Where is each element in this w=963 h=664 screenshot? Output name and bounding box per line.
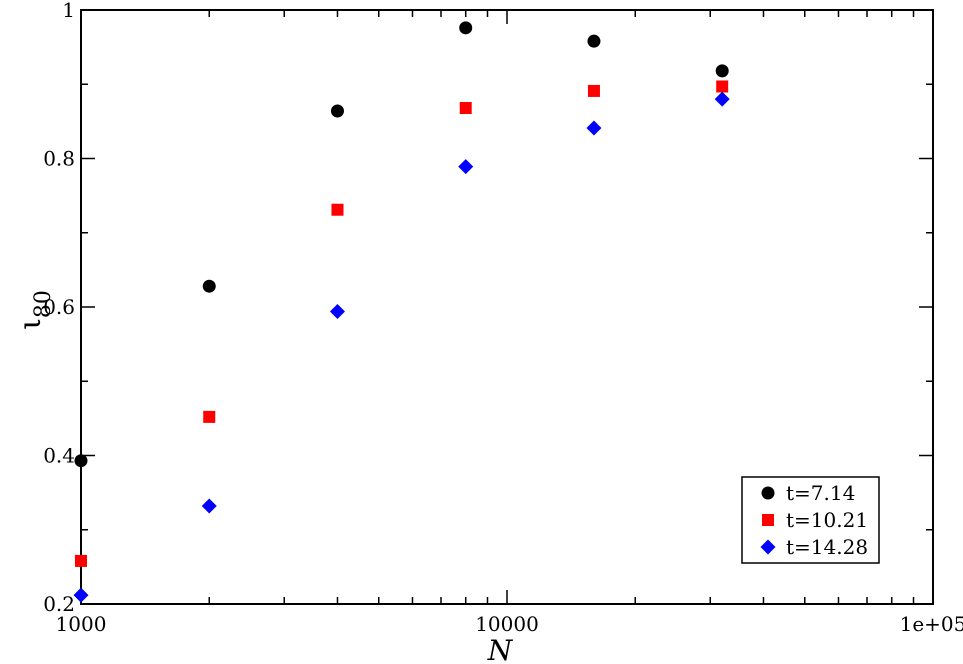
x-axis-title: N <box>487 634 514 664</box>
data-point-diamond <box>201 498 217 514</box>
legend: t=7.14 t=10.21 t=14.28 <box>741 476 880 564</box>
data-point-square <box>459 102 472 115</box>
data-point-square <box>331 203 344 216</box>
data-point-diamond <box>73 587 89 603</box>
tick-labels: 1000 10000 1e+05 0.2 0.4 0.6 0.8 1 <box>43 0 963 636</box>
y-axis-title: ι80 <box>13 290 56 330</box>
legend-marker-square <box>762 514 774 526</box>
x-tick-label: 1000 <box>56 612 107 636</box>
x-tick-label: 10000 <box>475 612 539 636</box>
y-axis-title-subscript: 80 <box>31 290 56 318</box>
data-point-diamond <box>714 91 730 107</box>
data-point-circle <box>715 64 729 78</box>
data-point-diamond <box>329 303 345 319</box>
svg-text:ι80: ι80 <box>13 290 56 330</box>
y-tick-label: 0.8 <box>43 147 75 171</box>
legend-label: t=10.21 <box>786 508 868 532</box>
data-point-square <box>203 410 216 423</box>
y-tick-label: 0.2 <box>43 592 75 616</box>
data-point-circle <box>459 21 473 35</box>
legend-marker-diamond <box>760 539 776 555</box>
legend-marker-circle <box>761 486 775 500</box>
data-point-circle <box>587 34 601 48</box>
legend-label: t=14.28 <box>786 535 868 559</box>
data-point-square <box>716 80 729 93</box>
data-markers <box>73 21 730 603</box>
data-point-circle <box>330 104 344 118</box>
data-point-circle <box>74 454 88 468</box>
legend-label: t=7.14 <box>786 481 855 505</box>
y-axis-title-symbol: ι <box>13 318 48 330</box>
data-point-diamond <box>458 159 474 175</box>
legend-items: t=7.14 t=10.21 t=14.28 <box>760 481 868 559</box>
data-point-square <box>587 84 600 97</box>
y-tick-label: 0.4 <box>43 444 75 468</box>
data-point-square <box>75 554 87 567</box>
x-tick-label: 1e+05 <box>900 612 963 636</box>
data-point-circle <box>202 279 216 293</box>
data-point-diamond <box>586 120 602 136</box>
y-tick-label: 1 <box>62 0 75 22</box>
y-tick-label: 0.6 <box>43 295 75 319</box>
